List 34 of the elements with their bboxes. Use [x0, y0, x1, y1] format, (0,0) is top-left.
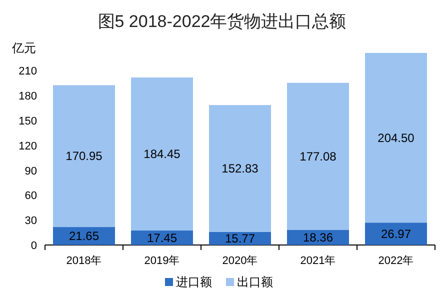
- x-tick-label: 2022年: [378, 255, 414, 267]
- x-tick-label: 2021年: [300, 255, 336, 267]
- y-tick-label: 90: [24, 165, 37, 178]
- data-label: 26.97: [380, 226, 412, 241]
- data-label: 177.08: [300, 149, 337, 164]
- bar: [209, 105, 271, 232]
- chart-title: 图5 2018-2022年货物进出口总额: [98, 12, 346, 31]
- y-tick-label: 150: [18, 116, 37, 128]
- y-tick-label: 180: [18, 90, 37, 103]
- bar: [53, 227, 115, 245]
- data-label: 152.83: [222, 162, 259, 176]
- y-tick-label: 210: [18, 66, 37, 78]
- legend-label: 出口额: [237, 275, 273, 289]
- bar: [365, 52, 427, 223]
- y-axis-title: 亿元: [11, 41, 36, 55]
- data-label: 204.50: [378, 130, 415, 145]
- y-tick-label: 120: [18, 140, 37, 152]
- data-label: 15.77: [224, 231, 256, 246]
- bar: [365, 222, 427, 245]
- x-tick-label: 2020年: [222, 255, 258, 267]
- x-tick-label: 2018年: [66, 255, 102, 267]
- legend-label: 进口额: [176, 275, 212, 289]
- data-label: 21.65: [68, 229, 100, 244]
- bar: [53, 85, 115, 228]
- bar: [131, 77, 193, 231]
- data-label: 18.36: [302, 230, 334, 244]
- bar: [287, 82, 349, 230]
- data-label: 17.45: [146, 230, 178, 245]
- data-label: 184.45: [144, 146, 181, 161]
- y-tick-label: 30: [24, 215, 37, 228]
- y-tick-label: 0: [30, 240, 37, 252]
- y-tick-label: 60: [24, 190, 37, 202]
- x-tick-label: 2019年: [144, 255, 180, 267]
- data-label: 170.95: [66, 149, 103, 164]
